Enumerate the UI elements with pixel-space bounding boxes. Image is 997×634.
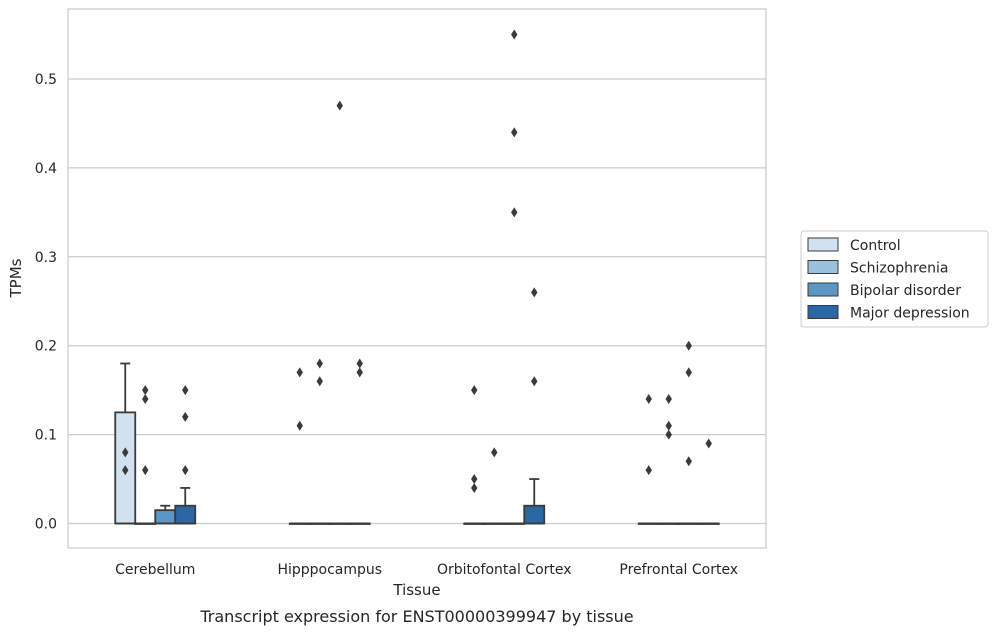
box-series [114, 29, 720, 525]
plot-frame [67, 8, 767, 549]
box [523, 504, 546, 525]
legend-swatch [807, 282, 839, 297]
outlier-point [182, 465, 189, 476]
y-tick-label: 0.1 [35, 428, 57, 444]
outlier-point [685, 367, 692, 378]
box-group [114, 362, 137, 525]
outlier-point [531, 287, 538, 298]
outlier-point [182, 385, 189, 396]
outlier-point [336, 100, 343, 111]
outlier-point [142, 394, 149, 405]
y-tick-label: 0.3 [35, 250, 57, 266]
box-group [503, 29, 526, 525]
box-group [523, 287, 546, 525]
outlier-point [511, 127, 518, 138]
box-group [308, 358, 331, 525]
outlier-point [685, 456, 692, 467]
outlier-point [511, 207, 518, 218]
outlier-point [471, 482, 478, 493]
x-axis-label: Tissue [392, 581, 440, 599]
outlier-point [142, 465, 149, 476]
box-group [463, 385, 486, 525]
outlier-point [122, 447, 129, 458]
box-group [154, 504, 177, 525]
box-group [174, 385, 197, 525]
x-tick-label: Hipppocampus [277, 562, 382, 578]
y-tick-label: 0.2 [35, 339, 57, 355]
legend-label: Major depression [850, 306, 970, 322]
outlier-point [142, 385, 149, 396]
box-group [483, 447, 506, 525]
outlier-point [182, 411, 189, 422]
legend-label: Schizophrenia [850, 261, 948, 277]
tick-labels: 0.0 0.1 0.2 0.3 0.4 0.5 Cerebellum Hipppocampus… [35, 72, 738, 578]
outlier-point [531, 376, 538, 387]
box-group [657, 394, 680, 525]
outlier-point [491, 447, 498, 458]
outlier-point [296, 367, 303, 378]
outlier-point [665, 394, 672, 405]
y-tick-label: 0.5 [35, 72, 57, 88]
outlier-point [511, 29, 518, 40]
outlier-point [122, 465, 129, 476]
box-group [288, 367, 311, 525]
legend-swatch [807, 305, 839, 319]
legend-label: Control [850, 238, 901, 254]
outlier-point [471, 385, 478, 396]
outlier-point [356, 367, 363, 378]
x-tick-label: Cerebellum [115, 562, 195, 578]
outlier-point [665, 420, 672, 431]
legend-label: Bipolar disorder [850, 283, 961, 299]
outlier-point [316, 376, 323, 387]
box-group [348, 358, 371, 525]
grid-lines [68, 78, 766, 525]
outlier-point [685, 340, 692, 351]
legend: Control Schizophrenia Bipolar disorder Majo… [800, 230, 989, 328]
box [174, 504, 197, 525]
x-tick-label: Prefrontal Cortex [619, 562, 738, 578]
outlier-point [356, 358, 363, 369]
legend-swatch [807, 237, 839, 252]
outlier-point [665, 429, 672, 440]
outlier-point [645, 394, 652, 405]
y-tick-label: 0.4 [35, 161, 57, 177]
y-axis-label: TPMs [7, 258, 25, 298]
legend-swatch [807, 260, 839, 274]
box-group [328, 100, 351, 525]
outlier-point [316, 358, 323, 369]
box-group [637, 394, 660, 525]
box [154, 509, 177, 525]
box-group [134, 385, 157, 525]
y-tick-label: 0.0 [35, 517, 57, 533]
outlier-point [645, 465, 652, 476]
outlier-point [705, 438, 712, 449]
outlier-point [296, 420, 303, 431]
box-group [677, 340, 700, 525]
outlier-point [471, 474, 478, 485]
box-group [697, 438, 720, 525]
legend-frame [800, 230, 989, 328]
chart-caption: Transcript expression for ENST0000039994… [199, 607, 633, 626]
x-tick-label: Orbitofontal Cortex [437, 562, 572, 578]
